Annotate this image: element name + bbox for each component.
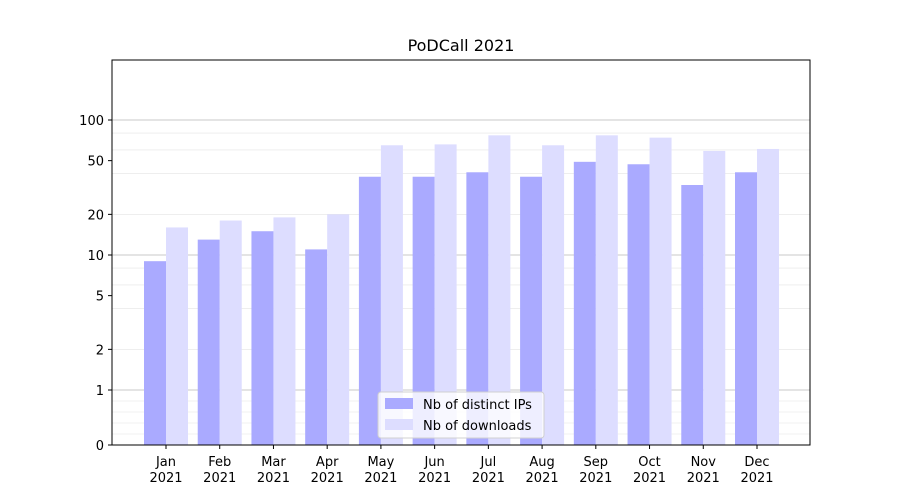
bar-downloads — [649, 137, 672, 445]
x-tick-label-year: 2021 — [740, 471, 773, 486]
bar-distinct-ips — [144, 261, 166, 445]
bar-downloads — [757, 148, 779, 445]
x-tick-label-month: Jul — [480, 455, 497, 470]
y-tick-label: 100 — [79, 114, 104, 129]
x-tick-label-month: Feb — [208, 455, 231, 470]
bar-distinct-ips — [573, 161, 596, 445]
bar-layer — [144, 135, 779, 446]
plot-frame — [111, 59, 811, 446]
bar-distinct-ips — [305, 249, 328, 445]
bar-downloads — [327, 214, 350, 445]
bar-distinct-ips — [251, 231, 274, 445]
x-tick-label-year: 2021 — [311, 471, 344, 486]
x-tick-label-year: 2021 — [418, 471, 451, 486]
bar-distinct-ips — [358, 176, 381, 445]
y-tick-label: 50 — [87, 155, 104, 170]
legend-label: Nb of distinct IPs — [423, 398, 532, 413]
y-tick-label: 5 — [96, 290, 104, 305]
x-tick-label-month: Apr — [316, 455, 339, 470]
x-tick-label-month: Oct — [638, 455, 660, 470]
x-tick-label-month: May — [367, 455, 394, 470]
legend-swatch — [385, 398, 413, 409]
x-tick-label-month: Jan — [155, 455, 176, 470]
bar-downloads — [380, 145, 403, 445]
x-tick-label-month: Mar — [261, 455, 286, 470]
x-tick-label-year: 2021 — [687, 471, 720, 486]
x-tick-label-year: 2021 — [364, 471, 397, 486]
legend-swatch — [385, 419, 413, 430]
legend-label: Nb of downloads — [423, 419, 532, 434]
bar-distinct-ips — [412, 176, 435, 445]
bar-downloads — [166, 227, 188, 445]
y-tick-label: 2 — [96, 343, 104, 358]
bar-distinct-ips — [681, 185, 704, 446]
bar-downloads — [488, 135, 511, 446]
bar-downloads — [703, 150, 726, 445]
bar-distinct-ips — [627, 164, 650, 445]
bar-downloads — [273, 217, 296, 445]
bar-downloads — [219, 220, 242, 445]
chart-title: PoDCall 2021 — [408, 36, 515, 55]
x-tick-label-year: 2021 — [149, 471, 182, 486]
y-tick-label: 20 — [87, 208, 104, 223]
x-tick-label-year: 2021 — [472, 471, 505, 486]
y-tick-label: 0 — [96, 439, 104, 454]
y-tick-label: 10 — [87, 249, 104, 264]
bar-downloads — [434, 144, 457, 445]
bar-distinct-ips — [466, 172, 489, 446]
x-tick-label-month: Aug — [529, 455, 554, 470]
axis-layer: 0125102050100Jan2021Feb2021Mar2021Apr202… — [79, 114, 773, 486]
x-tick-label-month: Sep — [584, 455, 609, 470]
bar-downloads — [542, 145, 565, 445]
bar-distinct-ips — [735, 172, 757, 446]
legend-box — [377, 391, 545, 439]
legend: Nb of distinct IPs Nb of downloads — [377, 391, 545, 439]
x-tick-label-year: 2021 — [579, 471, 612, 486]
y-tick-label: 1 — [96, 384, 104, 399]
x-tick-label-month: Nov — [691, 455, 717, 470]
x-tick-label-month: Jun — [423, 455, 444, 470]
x-tick-label-year: 2021 — [633, 471, 666, 486]
bar-distinct-ips — [520, 176, 543, 445]
x-tick-label-year: 2021 — [257, 471, 290, 486]
bar-downloads — [595, 135, 618, 446]
x-tick-label-month: Dec — [744, 455, 769, 470]
x-tick-label-year: 2021 — [526, 471, 559, 486]
bar-distinct-ips — [197, 239, 220, 445]
x-tick-label-year: 2021 — [203, 471, 236, 486]
